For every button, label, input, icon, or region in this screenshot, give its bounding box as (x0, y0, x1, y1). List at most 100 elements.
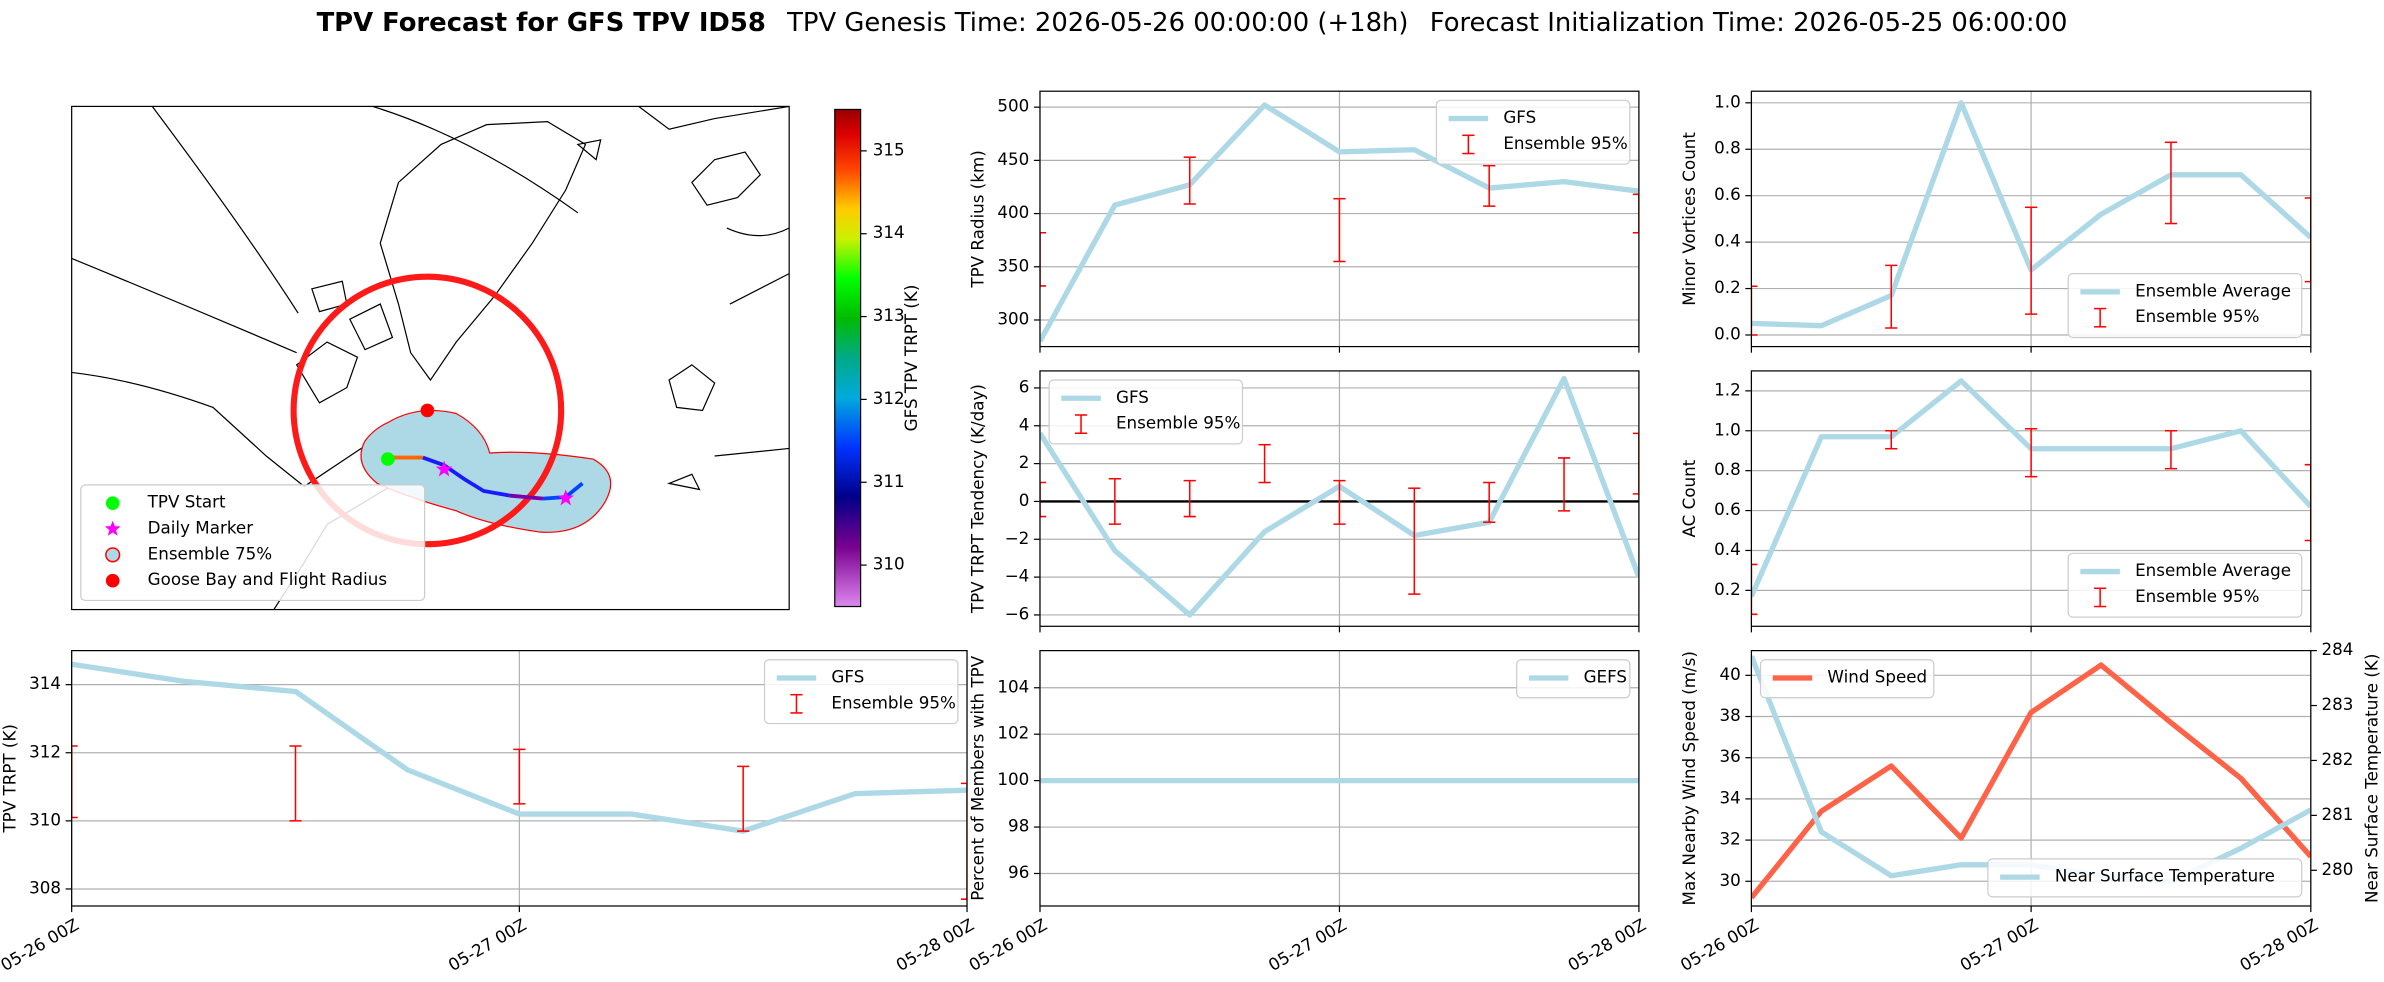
y2-axis-label: Near Surface Temperature (K) (2362, 654, 2382, 903)
daily-marker (557, 489, 575, 506)
y-tick-label: 1.2 (1714, 379, 1741, 399)
title-genesis: TPV Genesis Time: 2026-05-26 00:00:00 (+… (786, 7, 1408, 37)
y-tick-label: 0.8 (1714, 459, 1741, 479)
legend-label: Ensemble Average (2135, 280, 2291, 300)
y-tick-label: 312 (29, 741, 61, 761)
coastline (379, 120, 587, 382)
y-tick-label: 310 (29, 809, 61, 829)
y-tick-label: 450 (997, 149, 1029, 169)
plot-area (1751, 378, 2311, 616)
plot-frame (71, 650, 968, 907)
series-line (1039, 102, 1639, 343)
y-tick-label: 0.4 (1714, 231, 1741, 251)
y-tick-label: 36 (1719, 746, 1740, 766)
plot-area (1751, 100, 2311, 336)
series-line (71, 661, 968, 834)
colorbar-label: GFS TPV TRPT (K) (901, 285, 921, 432)
colorbar-tick-label: 312 (873, 388, 905, 408)
y-tick-label: 96 (1008, 862, 1029, 882)
plot-area (71, 661, 968, 900)
legend-label: Ensemble 95% (2135, 306, 2259, 326)
y-tick-label: 500 (997, 96, 1029, 116)
legend-box (80, 484, 426, 602)
y-tick-label: −2 (1005, 528, 1030, 548)
legend-label: GEFS (1584, 666, 1627, 686)
title-main: TPV Forecast for GFS TPV ID58 (317, 7, 766, 37)
x-tick-label: 05-27 00Z (1265, 914, 1350, 975)
goose-bay-marker (420, 403, 435, 418)
y-axis-label: TPV Radius (km) (968, 150, 988, 288)
legend-label: GFS (1503, 107, 1536, 127)
colorbar-tick-label: 313 (873, 305, 905, 325)
legend-label: GFS (831, 666, 864, 686)
y-tick-label: 0.6 (1714, 499, 1741, 519)
y-tick-label: 400 (997, 202, 1029, 222)
y-tick-label: 350 (997, 255, 1029, 275)
colorbar-tick-label: 315 (873, 139, 905, 159)
x-tick-label: 05-26 00Z (965, 914, 1050, 975)
x-tick-label: 05-27 00Z (445, 914, 530, 975)
legend-label: Ensemble 75% (148, 543, 272, 563)
series-line (1751, 662, 2311, 900)
y-tick-label: 0.0 (1714, 323, 1741, 343)
track (509, 493, 544, 501)
y-axis-label: Minor Vortices Count (1679, 132, 1699, 306)
plot-frame (1750, 370, 2312, 627)
x-tick-label: 05-28 00Z (1564, 914, 1649, 975)
y-tick-label: 102 (997, 723, 1029, 743)
y-tick-label: 98 (1008, 816, 1029, 836)
colorbar-tick-label: 310 (873, 554, 905, 574)
tpv-start-marker (381, 452, 395, 466)
legend-label: Ensemble 95% (2135, 586, 2259, 606)
y-tick-label: 34 (1719, 787, 1740, 807)
plot-frame (1039, 650, 1640, 907)
y-axis-label: TPV TRPT Tendency (K/day) (968, 384, 988, 614)
legend-marker (105, 573, 120, 588)
plot-frame (1750, 90, 2312, 348)
y-tick-label: 1.0 (1714, 91, 1741, 111)
daily-marker (435, 460, 453, 477)
legend-marker (105, 496, 120, 511)
y2-tick-label: 284 (2321, 639, 2353, 659)
coastline (71, 106, 579, 354)
y-tick-label: 2 (1019, 452, 1030, 472)
y-tick-label: 100 (997, 769, 1029, 789)
legend-label: Wind Speed (1827, 666, 1927, 686)
colorbar (834, 108, 862, 608)
legend-label: Ensemble 95% (1503, 133, 1627, 153)
y-tick-label: 30 (1719, 870, 1740, 890)
y2-tick-label: 281 (2321, 804, 2353, 824)
y-tick-label: −6 (1005, 603, 1030, 623)
y-axis-label: AC Count (1679, 459, 1699, 537)
x-tick-label: 05-26 00Z (0, 914, 82, 975)
legend-label: Ensemble 95% (1116, 413, 1240, 433)
y-tick-label: 0.8 (1714, 138, 1741, 158)
y-tick-label: 0.4 (1714, 539, 1741, 559)
y-tick-label: −4 (1005, 566, 1030, 586)
plot-frame (1039, 370, 1640, 627)
suptitle: TPV Forecast for GFS TPV ID58 TPV Genesis… (317, 7, 2068, 37)
flight-radius (290, 273, 565, 548)
legend-box (2067, 552, 2303, 618)
y-tick-label: 38 (1719, 705, 1740, 725)
x-tick-label: 05-27 00Z (1956, 914, 2041, 975)
y-tick-label: 4 (1019, 414, 1030, 434)
track (422, 455, 510, 498)
y-axis-label: Max Nearby Wind Speed (m/s) (1679, 651, 1699, 905)
legend-label: Daily Marker (148, 518, 254, 538)
y-tick-label: 0 (1019, 490, 1030, 510)
plot-area (1039, 102, 1639, 343)
legend-box (1516, 659, 1631, 699)
legend-label: Goose Bay and Flight Radius (148, 569, 387, 589)
y-tick-label: 0.6 (1714, 184, 1741, 204)
y-tick-label: 0.2 (1714, 277, 1741, 297)
y-tick-label: 0.2 (1714, 579, 1741, 599)
y-tick-label: 6 (1019, 376, 1030, 396)
x-tick-label: 05-26 00Z (1677, 914, 1762, 975)
plot-frame (1750, 650, 2312, 907)
legend-label: Ensemble 95% (831, 692, 955, 712)
y-tick-label: 1.0 (1714, 419, 1741, 439)
y-axis-label: Percent of Members with TPV (968, 655, 988, 901)
